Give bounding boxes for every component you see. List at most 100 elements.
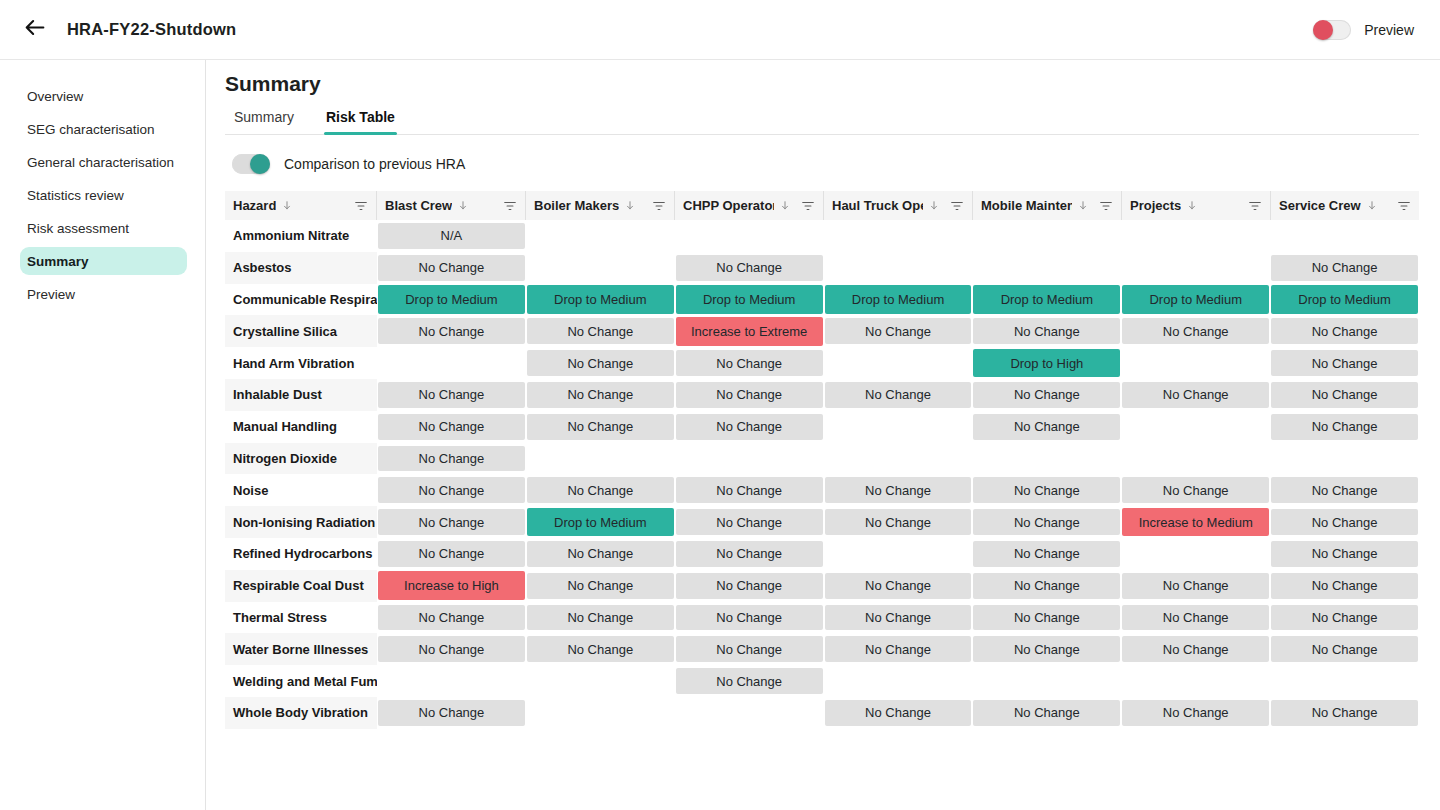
risk-chip: No Change [527, 318, 674, 344]
risk-chip: No Change [676, 414, 823, 440]
column-header-hazard[interactable]: Hazard [225, 191, 377, 220]
risk-chip: Drop to Medium [527, 508, 674, 537]
risk-cell [824, 443, 973, 475]
column-label: Service Crew [1279, 198, 1361, 213]
preview-toggle[interactable] [1313, 20, 1351, 40]
comparison-toggle[interactable] [232, 154, 270, 174]
risk-cell: No Change [526, 570, 675, 602]
column-header-projects[interactable]: Projects [1122, 191, 1271, 220]
risk-cell: No Change [1270, 474, 1419, 506]
sidebar-item-overview[interactable]: Overview [20, 82, 187, 110]
table-row-noise: NoiseNo ChangeNo ChangeNo ChangeNo Chang… [225, 474, 1419, 506]
sidebar-item-seg-characterisation[interactable]: SEG characterisation [20, 115, 187, 143]
risk-cell: No Change [675, 474, 824, 506]
column-header-haul-truck-operators[interactable]: Haul Truck Operators [824, 191, 973, 220]
sort-descending-icon[interactable] [779, 199, 791, 212]
hazard-label: Nitrogen Dioxide [225, 443, 377, 475]
sort-descending-icon[interactable] [281, 199, 293, 212]
filter-icon[interactable] [354, 200, 368, 212]
back-button[interactable] [22, 15, 47, 44]
risk-chip: No Change [1271, 477, 1418, 503]
table-row-crystalline-silica: Crystalline SilicaNo ChangeNo ChangeIncr… [225, 315, 1419, 347]
sort-descending-icon[interactable] [1186, 199, 1198, 212]
sidebar-item-general-characterisation[interactable]: General characterisation [20, 148, 187, 176]
risk-cell: No Change [1270, 570, 1419, 602]
hazard-label: Noise [225, 474, 377, 506]
risk-chip: Drop to Medium [378, 285, 525, 314]
sort-descending-icon[interactable] [457, 199, 469, 212]
risk-chip: No Change [973, 318, 1120, 344]
risk-chip: No Change [378, 255, 525, 281]
risk-cell: No Change [1270, 379, 1419, 411]
column-header-boiler-makers[interactable]: Boiler Makers [526, 191, 675, 220]
tab-summary[interactable]: Summary [232, 109, 296, 134]
risk-cell: Drop to Medium [526, 284, 675, 316]
hazard-label: Inhalable Dust [225, 379, 377, 411]
risk-cell: No Change [972, 315, 1121, 347]
risk-cell: No Change [377, 443, 526, 475]
risk-cell [972, 665, 1121, 697]
column-header-chpp-operators[interactable]: CHPP Operators [675, 191, 824, 220]
risk-cell [972, 443, 1121, 475]
sort-descending-icon[interactable] [624, 199, 636, 212]
risk-chip: No Change [1122, 700, 1269, 726]
table-row-thermal-stress: Thermal StressNo ChangeNo ChangeNo Chang… [225, 602, 1419, 634]
risk-chip: No Change [973, 509, 1120, 535]
table-row-refined-hydrocarbons: Refined HydrocarbonsNo ChangeNo ChangeNo… [225, 538, 1419, 570]
sort-descending-icon[interactable] [1366, 199, 1378, 212]
filter-icon[interactable] [1099, 200, 1113, 212]
risk-cell [824, 411, 973, 443]
sort-descending-icon[interactable] [928, 199, 940, 212]
filter-icon[interactable] [801, 200, 815, 212]
filter-icon[interactable] [652, 200, 666, 212]
hazard-label: Refined Hydrocarbons [225, 538, 377, 570]
risk-cell: No Change [1270, 538, 1419, 570]
risk-cell [377, 665, 526, 697]
sidebar-item-risk-assessment[interactable]: Risk assessment [20, 214, 187, 242]
filter-icon[interactable] [503, 200, 517, 212]
sidebar-item-statistics-review[interactable]: Statistics review [20, 181, 187, 209]
preview-toggle-knob [1313, 20, 1333, 40]
risk-chip: No Change [973, 700, 1120, 726]
column-header-mobile-maintenance[interactable]: Mobile Maintenance [973, 191, 1122, 220]
risk-chip: No Change [825, 605, 972, 631]
risk-chip: No Change [1271, 509, 1418, 535]
risk-cell: Drop to Medium [1121, 284, 1270, 316]
comparison-toggle-row: Comparison to previous HRA [225, 154, 1419, 174]
risk-cell: No Change [1121, 474, 1270, 506]
risk-chip: No Change [973, 573, 1120, 599]
risk-cell: No Change [1121, 570, 1270, 602]
risk-cell: Drop to Medium [675, 284, 824, 316]
sort-descending-icon[interactable] [1077, 199, 1089, 212]
risk-cell: No Change [972, 633, 1121, 665]
filter-icon[interactable] [950, 200, 964, 212]
risk-cell: Drop to Medium [1270, 284, 1419, 316]
hazard-label: Crystalline Silica [225, 315, 377, 347]
filter-icon[interactable] [1248, 200, 1262, 212]
risk-chip: No Change [676, 477, 823, 503]
column-header-service-crew[interactable]: Service Crew [1271, 191, 1419, 220]
filter-icon[interactable] [1397, 200, 1411, 212]
column-label: Projects [1130, 198, 1181, 213]
risk-chip: Increase to Medium [1122, 508, 1269, 537]
column-header-blast-crew[interactable]: Blast Crew [377, 191, 526, 220]
sidebar-item-summary[interactable]: Summary [20, 247, 187, 275]
risk-chip: No Change [378, 477, 525, 503]
tab-risk-table[interactable]: Risk Table [324, 109, 397, 134]
comparison-toggle-knob [250, 154, 270, 174]
risk-cell: No Change [1121, 602, 1270, 634]
sidebar-item-preview[interactable]: Preview [20, 280, 187, 308]
risk-cell [1121, 538, 1270, 570]
risk-cell: No Change [824, 379, 973, 411]
risk-chip: No Change [825, 318, 972, 344]
risk-cell: No Change [377, 252, 526, 284]
table-row-hand-arm-vibration: Hand Arm VibrationNo ChangeNo ChangeDrop… [225, 347, 1419, 379]
risk-table: HazardBlast Crew Boiler Makers CHPP Operat… [225, 191, 1419, 729]
risk-chip: No Change [378, 700, 525, 726]
risk-cell: Drop to Medium [377, 284, 526, 316]
risk-chip: No Change [676, 636, 823, 662]
risk-cell: No Change [1270, 347, 1419, 379]
column-label: Boiler Makers [534, 198, 619, 213]
risk-chip: No Change [1271, 318, 1418, 344]
risk-cell: No Change [675, 347, 824, 379]
